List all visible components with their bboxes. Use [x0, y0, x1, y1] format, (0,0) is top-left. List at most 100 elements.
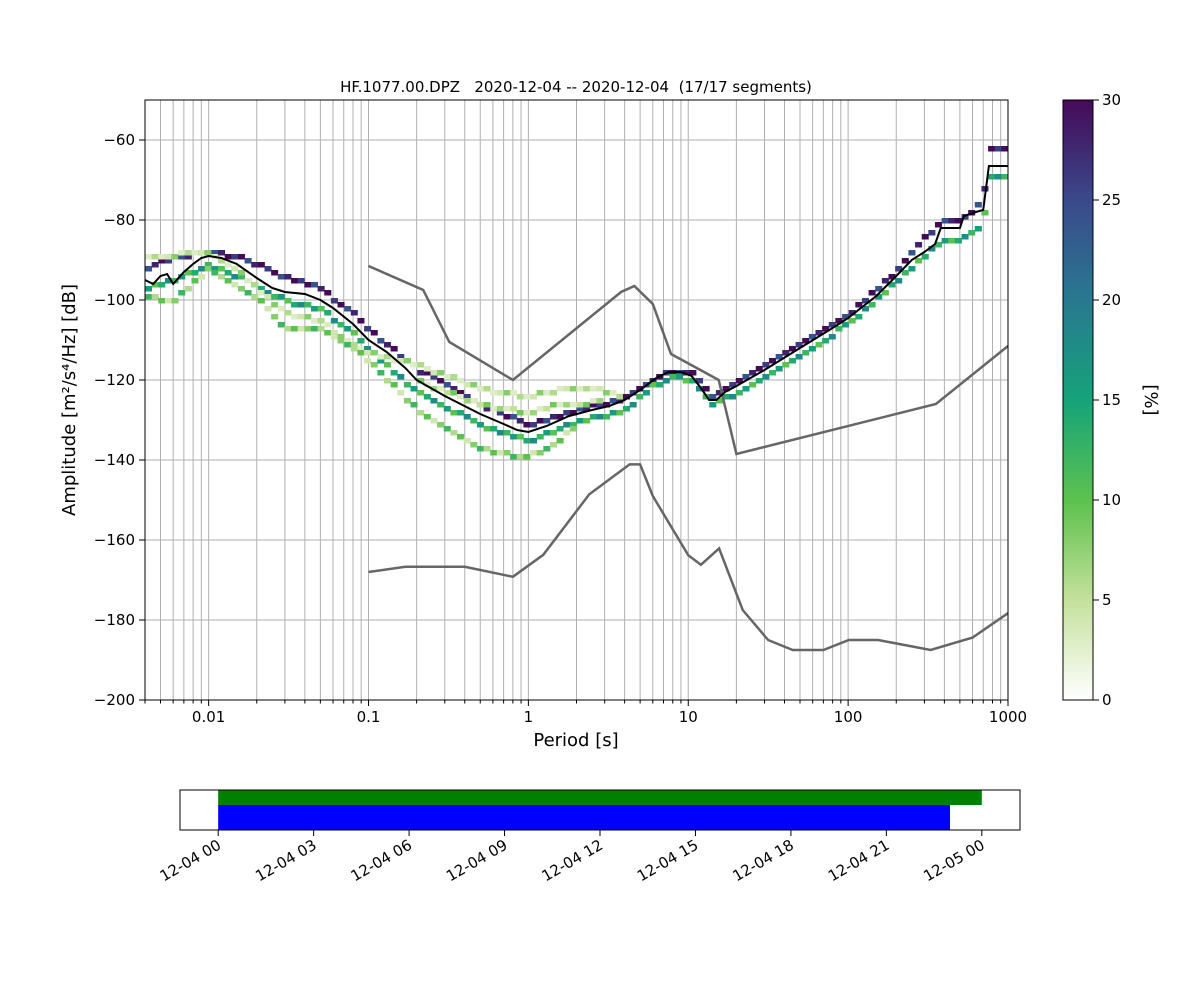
- histogram-cell: [470, 442, 478, 448]
- histogram-cell: [476, 402, 484, 408]
- histogram-cell: [410, 362, 418, 368]
- histogram-cell: [729, 382, 737, 388]
- histogram-cell: [430, 374, 438, 380]
- histogram-cell: [158, 258, 166, 264]
- histogram-cell: [443, 426, 451, 432]
- histogram-cell: [988, 146, 996, 152]
- histogram-cell: [543, 406, 551, 412]
- histogram-cell: [569, 422, 577, 428]
- histogram-cell: [636, 394, 644, 400]
- histogram-cell: [330, 330, 338, 336]
- histogram-cell: [237, 286, 245, 292]
- histogram-cell: [264, 306, 272, 312]
- histogram-cell: [417, 390, 425, 396]
- histogram-cell: [357, 318, 365, 324]
- y-tick-label: −80: [103, 211, 135, 229]
- histogram-cell: [264, 266, 272, 272]
- histogram-cell: [523, 422, 531, 428]
- histogram-cell: [881, 278, 889, 284]
- histogram-cell: [423, 366, 431, 372]
- histogram-cell: [178, 274, 186, 280]
- histogram-cell: [490, 450, 498, 456]
- histogram-cell: [397, 358, 405, 364]
- histogram-cell: [576, 386, 584, 392]
- histogram-cell: [164, 278, 172, 284]
- histogram-cell: [596, 414, 604, 420]
- histogram-cell: [364, 346, 372, 352]
- histogram-cell: [151, 294, 159, 300]
- histogram-cell: [556, 402, 564, 408]
- histogram-cell: [364, 326, 372, 332]
- histogram-cell: [437, 378, 445, 384]
- histogram-cell: [383, 342, 392, 348]
- histogram-cell: [211, 270, 219, 276]
- histogram-cell: [516, 410, 524, 416]
- histogram-cell: [178, 254, 186, 260]
- histogram-cell: [616, 398, 624, 404]
- histogram-cell: [802, 350, 810, 356]
- histogram-cell: [662, 378, 670, 384]
- histogram-cell: [855, 302, 863, 308]
- histogram-cell: [178, 290, 186, 296]
- histogram-cell: [443, 374, 451, 380]
- histogram-cell: [211, 250, 219, 256]
- histogram-cell: [377, 354, 385, 360]
- histogram-cell: [1001, 174, 1009, 180]
- histogram-cell: [523, 394, 531, 400]
- histogram-cell: [337, 334, 345, 340]
- histogram-cell: [603, 402, 611, 408]
- histogram-cell: [357, 350, 365, 356]
- histogram-cell: [569, 410, 577, 416]
- histogram-cell: [364, 350, 372, 356]
- histogram-cell: [317, 306, 325, 312]
- histogram-cell: [636, 386, 644, 392]
- histogram-cell: [317, 286, 325, 292]
- histogram-cell: [284, 326, 292, 332]
- histogram-cell: [377, 370, 385, 376]
- y-tick-label: −140: [94, 451, 135, 469]
- histogram-cell: [218, 274, 226, 280]
- histogram-cell: [988, 174, 996, 180]
- histogram-cell: [516, 418, 524, 424]
- coverage-bars: [218, 790, 982, 830]
- histogram-cell: [815, 342, 823, 348]
- histogram-cell: [310, 306, 318, 312]
- histogram-cell: [297, 302, 305, 308]
- histogram-cell: [596, 398, 604, 404]
- histogram-cell: [457, 378, 465, 384]
- histogram-cell: [476, 386, 484, 392]
- timeline-tick-label: 12-04 15: [634, 836, 701, 885]
- histogram-cell: [676, 374, 684, 380]
- histogram-cell: [928, 246, 936, 252]
- histogram-cell: [961, 234, 969, 240]
- histogram-cell: [689, 378, 697, 384]
- x-tick-label: 0.01: [192, 708, 225, 726]
- histogram-cell: [510, 414, 518, 420]
- histogram-cell: [437, 422, 445, 428]
- timeline-tick-label: 12-04 21: [825, 836, 892, 885]
- histogram-cell: [901, 270, 909, 276]
- colorbar-label: [%]: [1140, 384, 1161, 415]
- histogram-cell: [191, 250, 199, 256]
- histogram-cell: [211, 266, 219, 272]
- histogram-cell: [330, 334, 338, 340]
- histogram-cell: [350, 310, 358, 316]
- histogram-cell: [516, 394, 524, 400]
- histogram-cell: [370, 362, 378, 368]
- histogram-cell: [934, 222, 943, 228]
- histogram-cell: [430, 418, 438, 424]
- histogram-cell: [788, 346, 796, 352]
- histogram-cell: [423, 414, 431, 420]
- histogram-cell: [563, 422, 571, 428]
- histogram-cell: [649, 382, 657, 388]
- histogram-cell: [383, 362, 392, 368]
- histogram-cell: [503, 430, 511, 436]
- histogram-cell: [715, 390, 723, 396]
- histogram-cell: [556, 438, 564, 444]
- histogram-cell: [961, 214, 969, 220]
- histogram-cell: [490, 426, 498, 432]
- histogram-cell: [861, 306, 869, 312]
- histogram-cell: [795, 354, 803, 360]
- histogram-cell: [483, 406, 491, 412]
- histogram-cell: [330, 298, 338, 304]
